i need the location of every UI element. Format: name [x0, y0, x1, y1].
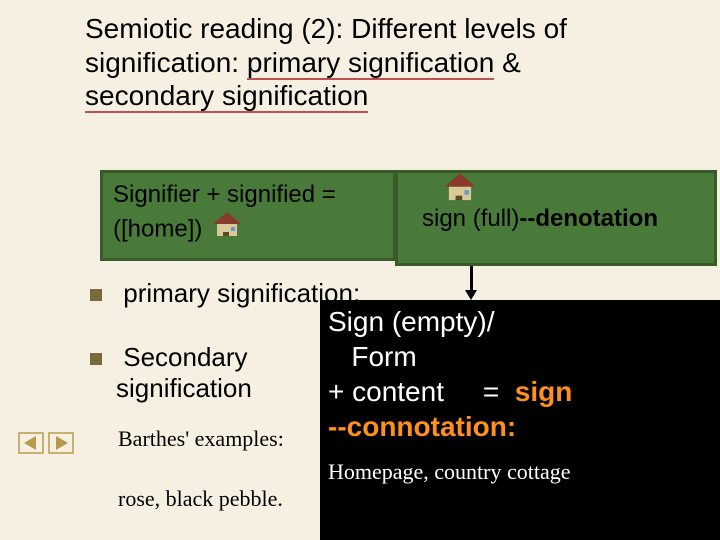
house-icon: [209, 210, 245, 250]
secondary-label-l1: Secondary: [123, 342, 247, 372]
bullet-icon: [90, 353, 102, 365]
arrow-right-boxed-icon[interactable]: [48, 441, 74, 458]
sign-full-box: sign (full)--denotation: [395, 170, 717, 266]
title-amp: &: [494, 47, 520, 78]
nav-controls: [18, 432, 74, 459]
title-primary-underlined: primary signification: [247, 47, 494, 80]
signifier-box: Signifier + signified = ([home]): [100, 170, 396, 261]
bb-line1: Sign (empty)/: [328, 304, 712, 339]
bullet-icon: [90, 289, 102, 301]
secondary-signification-bullet: Secondary signification: [90, 342, 252, 404]
bb-examples: Homepage, country cottage: [328, 458, 712, 486]
denotation-text: --denotation: [519, 205, 658, 232]
house-icon: [440, 171, 480, 214]
rose-pebble-text: rose, black pebble.: [118, 486, 283, 512]
bb-line3a: + content =: [328, 376, 515, 407]
arrow-down-icon: [470, 262, 473, 292]
title-secondary-underlined: secondary signification: [85, 80, 368, 113]
barthes-examples-label: Barthes' examples:: [118, 426, 284, 452]
title-line1: Semiotic reading (2): Different levels o…: [85, 13, 567, 44]
bb-sign-orange: sign: [515, 376, 573, 407]
secondary-label-l2: signification: [116, 373, 252, 403]
arrow-left-boxed-icon[interactable]: [18, 441, 48, 458]
connotation-box: Sign (empty)/ Form + content = sign --co…: [320, 300, 720, 540]
signifier-line1: Signifier + signified =: [113, 181, 336, 208]
bb-connotation: --connotation:: [328, 409, 712, 444]
signifier-line2: ([home]): [113, 215, 202, 242]
bb-line2: Form: [328, 339, 712, 374]
slide-title: Semiotic reading (2): Different levels o…: [0, 0, 720, 113]
title-line2a: signification:: [85, 47, 247, 78]
